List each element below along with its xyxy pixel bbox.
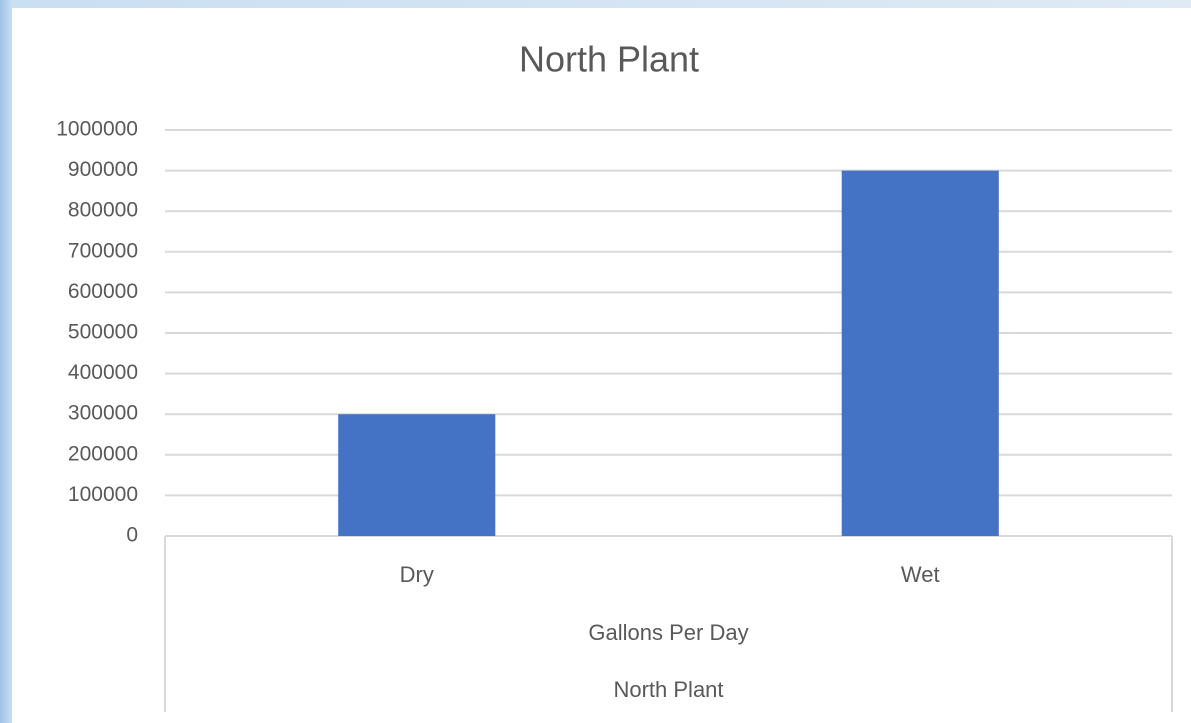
y-tick-label: 700000 bbox=[68, 239, 138, 262]
y-tick-label: 200000 bbox=[68, 442, 138, 465]
y-tick-label: 100000 bbox=[68, 483, 138, 506]
y-tick-label: 800000 bbox=[68, 199, 138, 222]
x-tick-label: Wet bbox=[901, 562, 940, 587]
x-tick-label: Dry bbox=[400, 562, 434, 587]
y-tick-label: 300000 bbox=[68, 402, 138, 425]
category-group-label: Gallons Per Day bbox=[588, 620, 748, 645]
chart-title: North Plant bbox=[519, 39, 699, 80]
y-tick-label: 900000 bbox=[68, 158, 138, 181]
bar bbox=[338, 414, 496, 536]
category-group-label: North Plant bbox=[613, 677, 723, 702]
y-tick-label: 0 bbox=[126, 524, 138, 547]
y-tick-label: 500000 bbox=[68, 321, 138, 344]
y-tick-label: 600000 bbox=[68, 280, 138, 303]
chart-area bbox=[12, 8, 1191, 723]
bar bbox=[841, 170, 999, 536]
y-tick-label: 400000 bbox=[68, 361, 138, 384]
y-tick-label: 1000000 bbox=[56, 118, 138, 141]
